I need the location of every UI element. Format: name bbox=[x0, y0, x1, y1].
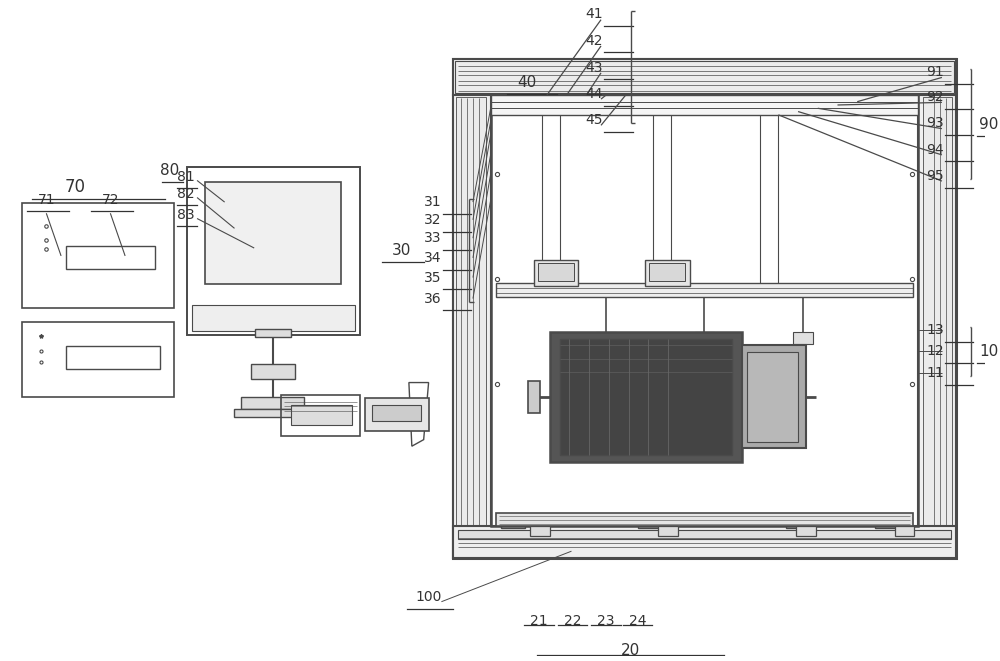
Text: 100: 100 bbox=[415, 590, 442, 604]
Bar bbox=[491, 95, 918, 526]
Bar bbox=[496, 283, 913, 297]
Bar bbox=[456, 97, 486, 553]
Text: 83: 83 bbox=[177, 208, 195, 221]
Text: 45: 45 bbox=[585, 113, 603, 127]
Bar bbox=[22, 204, 174, 309]
Bar bbox=[234, 408, 312, 416]
Bar bbox=[645, 260, 690, 286]
Text: 91: 91 bbox=[926, 65, 944, 79]
Bar bbox=[455, 61, 954, 93]
Bar bbox=[453, 59, 956, 558]
Text: 95: 95 bbox=[926, 169, 944, 183]
Text: 24: 24 bbox=[629, 613, 646, 627]
Bar bbox=[453, 526, 956, 558]
Bar bbox=[538, 263, 574, 282]
Bar bbox=[649, 263, 685, 282]
Bar bbox=[66, 246, 155, 269]
Bar bbox=[918, 95, 956, 558]
Bar bbox=[742, 346, 806, 448]
Text: 70: 70 bbox=[65, 178, 86, 196]
Bar bbox=[291, 405, 352, 424]
Bar bbox=[241, 397, 304, 408]
Text: 42: 42 bbox=[585, 34, 603, 48]
Text: 33: 33 bbox=[424, 231, 441, 245]
Bar bbox=[793, 332, 813, 344]
Text: 30: 30 bbox=[392, 243, 412, 258]
Bar bbox=[875, 515, 900, 528]
Text: 23: 23 bbox=[597, 613, 615, 627]
Bar bbox=[491, 95, 918, 115]
Bar bbox=[453, 95, 491, 558]
Bar bbox=[496, 513, 913, 526]
Text: 22: 22 bbox=[564, 613, 581, 627]
Text: 93: 93 bbox=[926, 116, 944, 130]
Bar bbox=[695, 332, 714, 344]
Text: 10: 10 bbox=[979, 344, 999, 359]
Text: 35: 35 bbox=[424, 270, 441, 285]
Text: 94: 94 bbox=[926, 143, 944, 157]
Bar bbox=[530, 526, 550, 536]
Bar bbox=[658, 526, 678, 536]
Text: 41: 41 bbox=[585, 7, 603, 21]
Bar bbox=[372, 405, 421, 421]
Bar bbox=[895, 526, 914, 536]
Text: 40: 40 bbox=[517, 75, 537, 89]
Bar bbox=[786, 515, 811, 528]
Bar bbox=[501, 515, 525, 528]
Bar bbox=[528, 381, 540, 413]
Text: 13: 13 bbox=[926, 323, 944, 337]
Bar bbox=[66, 346, 160, 369]
Bar bbox=[453, 59, 956, 95]
Text: 20: 20 bbox=[621, 643, 640, 658]
Bar bbox=[281, 395, 360, 436]
Bar bbox=[255, 329, 291, 337]
Text: 43: 43 bbox=[585, 61, 603, 75]
Bar bbox=[458, 529, 951, 539]
Bar bbox=[796, 526, 816, 536]
Bar bbox=[251, 364, 295, 379]
Bar bbox=[365, 399, 429, 431]
Text: 11: 11 bbox=[926, 366, 944, 379]
Text: 72: 72 bbox=[102, 193, 119, 207]
Bar bbox=[205, 182, 341, 284]
Text: 80: 80 bbox=[160, 163, 179, 178]
Bar bbox=[596, 332, 616, 344]
Text: 92: 92 bbox=[926, 90, 944, 104]
Bar bbox=[22, 321, 174, 397]
Bar bbox=[747, 352, 798, 442]
Text: 82: 82 bbox=[177, 186, 195, 200]
Text: 90: 90 bbox=[979, 116, 999, 132]
Bar bbox=[550, 332, 742, 461]
Text: 32: 32 bbox=[424, 213, 441, 227]
Text: 44: 44 bbox=[585, 87, 603, 101]
Bar bbox=[923, 97, 952, 553]
Text: 12: 12 bbox=[926, 344, 944, 358]
Bar bbox=[534, 260, 578, 286]
Text: 71: 71 bbox=[37, 193, 55, 207]
Bar bbox=[192, 305, 355, 331]
Text: 31: 31 bbox=[424, 195, 441, 209]
Polygon shape bbox=[409, 383, 429, 446]
Text: 36: 36 bbox=[424, 292, 441, 305]
Bar bbox=[560, 339, 732, 455]
Text: 21: 21 bbox=[530, 613, 548, 627]
Text: 81: 81 bbox=[177, 170, 195, 184]
Text: 34: 34 bbox=[424, 251, 441, 265]
Bar bbox=[187, 167, 360, 334]
Bar bbox=[638, 515, 663, 528]
